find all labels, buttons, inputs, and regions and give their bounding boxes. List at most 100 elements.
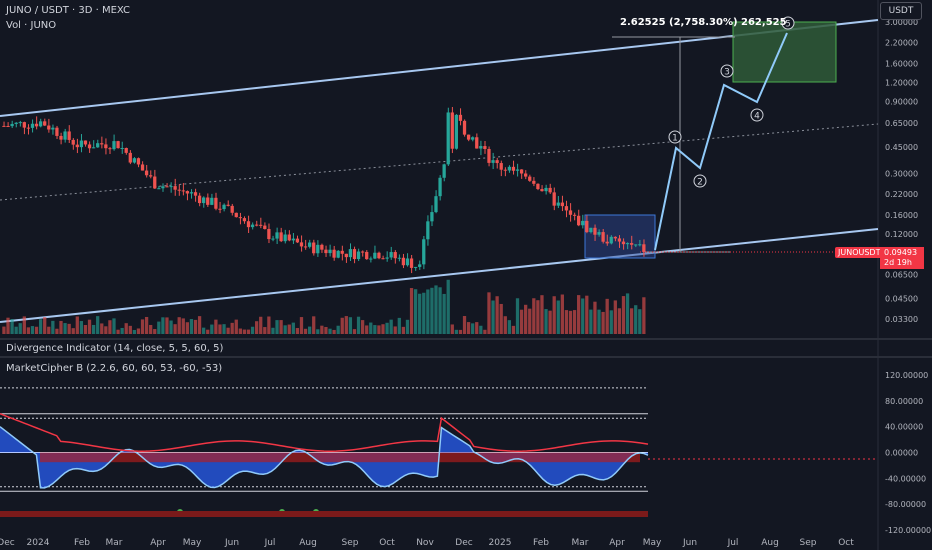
candle-body bbox=[634, 244, 638, 246]
candle-body bbox=[479, 146, 483, 149]
volume-bar bbox=[479, 325, 483, 334]
last-price-value: 0.09493 bbox=[884, 248, 918, 257]
volume-bar bbox=[96, 316, 100, 334]
candle-body bbox=[605, 241, 609, 244]
volume-bar bbox=[434, 285, 438, 334]
volume-bar bbox=[625, 293, 630, 334]
candle-body bbox=[560, 202, 564, 207]
candle-body bbox=[344, 253, 348, 258]
candle-body bbox=[91, 147, 96, 149]
volume-bar bbox=[230, 322, 234, 334]
volume-bar bbox=[373, 325, 377, 334]
candle-body bbox=[226, 204, 230, 206]
volume-bar bbox=[234, 319, 238, 334]
volume-bar bbox=[475, 322, 479, 334]
candle-body bbox=[336, 250, 340, 258]
volume-bar bbox=[393, 326, 397, 334]
divergence-indicator-label[interactable]: Divergence Indicator (14, close, 5, 5, 6… bbox=[6, 343, 224, 354]
volume-bar bbox=[369, 322, 373, 334]
candle-body bbox=[18, 122, 22, 124]
candle-body bbox=[279, 232, 283, 242]
candle-body bbox=[206, 197, 210, 205]
volume-bar bbox=[307, 326, 312, 334]
candle-body bbox=[352, 249, 357, 260]
volume-bar bbox=[34, 326, 39, 334]
volume-bar bbox=[601, 311, 605, 334]
volume-bar bbox=[544, 309, 548, 334]
candle-body bbox=[499, 163, 503, 170]
time-axis-tick: Mar bbox=[572, 538, 589, 548]
time-axis-tick: 2025 bbox=[489, 538, 512, 548]
candle-body bbox=[572, 214, 577, 216]
volume-bar bbox=[401, 326, 406, 334]
volume-bar bbox=[226, 327, 230, 334]
volume-bar bbox=[597, 309, 601, 334]
volume-bar bbox=[491, 300, 495, 334]
volume-bar bbox=[381, 324, 385, 334]
volume-bar bbox=[267, 316, 271, 334]
candle-body bbox=[413, 266, 418, 268]
volume-bar bbox=[458, 329, 463, 334]
candle-body bbox=[597, 232, 601, 235]
volume-bar bbox=[340, 317, 344, 334]
candle-body bbox=[124, 147, 128, 153]
candle-body bbox=[295, 238, 300, 243]
candle-body bbox=[360, 251, 365, 253]
candle-body bbox=[373, 252, 377, 259]
volume-bar bbox=[613, 300, 617, 334]
candle-body bbox=[47, 125, 51, 130]
candle-body bbox=[67, 131, 71, 140]
volume-bar bbox=[320, 325, 324, 334]
marketcipher-indicator-label[interactable]: MarketCipher B (2.2.6, 60, 60, 53, -60, … bbox=[6, 363, 223, 374]
volume-bar bbox=[38, 319, 43, 334]
candle-body bbox=[552, 192, 556, 206]
candle-body bbox=[503, 169, 507, 171]
candle-body bbox=[438, 177, 442, 197]
volume-bar bbox=[629, 308, 634, 334]
volume-bar bbox=[377, 325, 381, 334]
candle-body bbox=[303, 246, 308, 248]
time-axis-tick: Feb bbox=[533, 538, 549, 548]
volume-bar bbox=[206, 329, 210, 334]
candle-body bbox=[524, 173, 528, 177]
candle-body bbox=[75, 144, 79, 148]
oscillator-axis-tick: -120.00000 bbox=[885, 526, 931, 535]
volume-bar bbox=[312, 316, 316, 334]
volume-bar bbox=[259, 316, 263, 334]
time-axis-tick: Jun bbox=[224, 538, 239, 548]
candle-body bbox=[446, 112, 450, 165]
volume-bar bbox=[303, 328, 308, 334]
currency-button[interactable]: USDT bbox=[880, 2, 922, 20]
candle-body bbox=[348, 249, 353, 258]
wave-label-circle bbox=[750, 108, 764, 122]
candle-body bbox=[593, 227, 597, 235]
candle-body bbox=[157, 188, 161, 190]
time-axis-tick: Oct bbox=[838, 538, 854, 548]
candle-body bbox=[401, 257, 406, 266]
symbol-title[interactable]: JUNO / USDT · 3D · MEXC bbox=[6, 5, 131, 16]
volume-bar bbox=[524, 304, 528, 334]
candle-body bbox=[450, 112, 454, 149]
candle-body bbox=[536, 183, 540, 190]
volume-bar bbox=[136, 328, 141, 334]
time-axis-tick: May bbox=[643, 538, 662, 548]
candle-body bbox=[38, 121, 43, 127]
volume-bar bbox=[556, 300, 560, 334]
volume-bar bbox=[426, 289, 430, 334]
candle-body bbox=[193, 192, 198, 196]
volume-bar bbox=[112, 318, 116, 334]
candle-body bbox=[328, 249, 332, 254]
signal-bar bbox=[0, 511, 648, 517]
time-axis-tick: Oct bbox=[379, 538, 395, 548]
candle-body bbox=[108, 148, 112, 150]
volume-bar bbox=[316, 329, 320, 334]
candle-body bbox=[377, 252, 381, 259]
volume-bar bbox=[173, 324, 177, 334]
volume-bar bbox=[30, 326, 35, 334]
oscillator-axis-tick: 40.00000 bbox=[885, 423, 923, 432]
candle-body bbox=[246, 221, 251, 228]
oscillator-axis-tick: -40.00000 bbox=[885, 474, 926, 483]
wave-label: 1 bbox=[672, 134, 678, 144]
candle-body bbox=[116, 141, 120, 149]
